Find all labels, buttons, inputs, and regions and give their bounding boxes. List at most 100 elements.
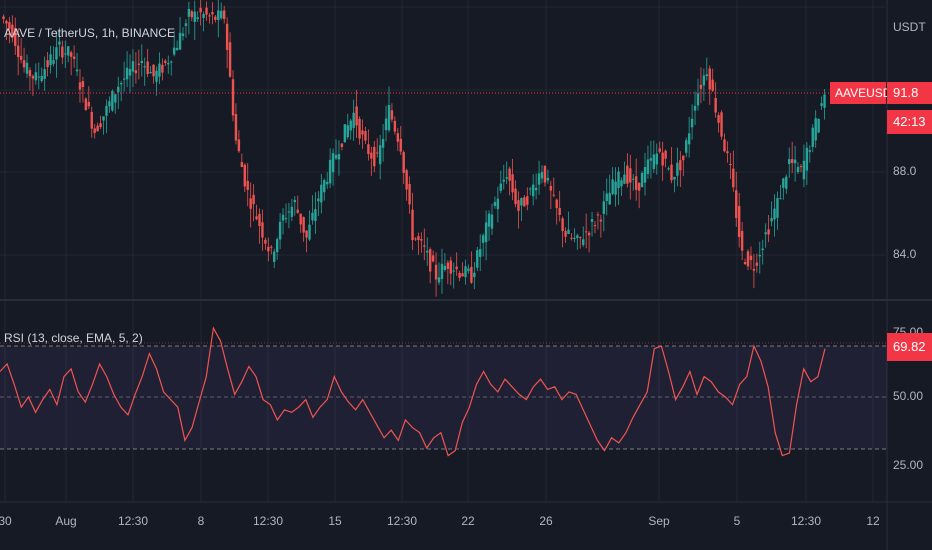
- candle-body: [623, 174, 626, 184]
- candle-body: [164, 60, 167, 63]
- candle-body: [540, 172, 544, 179]
- candle-body: [584, 231, 588, 233]
- rsi-line[interactable]: [0, 326, 826, 457]
- candle-body: [746, 251, 750, 267]
- candle-body: [481, 235, 485, 243]
- candle-body: [564, 231, 567, 237]
- candle-body: [355, 106, 358, 126]
- candle-body: [399, 138, 402, 152]
- candle-body: [714, 97, 717, 113]
- time-tick: 12:30: [252, 514, 284, 528]
- time-tick: 12: [866, 514, 880, 528]
- candle-body: [652, 154, 656, 169]
- candle-body: [343, 124, 347, 143]
- candle-body: [799, 166, 803, 168]
- candle-body: [505, 177, 508, 179]
- candle-body: [196, 17, 199, 20]
- candle-body: [490, 214, 494, 229]
- candle-body: [246, 180, 249, 190]
- candle-body: [314, 209, 317, 221]
- candle-body: [626, 165, 629, 184]
- candle-body: [149, 71, 152, 74]
- candle-body: [673, 176, 676, 180]
- candle-body: [287, 211, 291, 213]
- time-tick: 30: [0, 514, 12, 528]
- candle-body: [752, 268, 756, 271]
- candle-body: [749, 255, 753, 261]
- candle-body: [473, 272, 476, 278]
- candle-body: [423, 245, 426, 247]
- candle-body: [155, 70, 158, 82]
- candle-body: [278, 221, 282, 240]
- candle-body: [325, 181, 329, 185]
- candle-body: [328, 159, 332, 184]
- time-tick: 15: [328, 514, 342, 528]
- candle-body: [408, 183, 411, 205]
- candle-body: [181, 33, 185, 36]
- candle-body: [87, 101, 91, 107]
- candle-body: [317, 198, 320, 202]
- candle-body: [16, 45, 20, 58]
- candle-body: [220, 10, 223, 19]
- candle-body: [99, 123, 102, 127]
- candles-series[interactable]: [2, 0, 826, 297]
- candle-body: [420, 239, 423, 241]
- candle-body: [514, 188, 517, 205]
- candle-body: [25, 62, 29, 74]
- candle-body: [231, 79, 235, 116]
- candle-body: [464, 266, 467, 278]
- candle-body: [814, 118, 817, 141]
- candle-body: [270, 246, 273, 248]
- candle-body: [455, 266, 458, 270]
- candle-body: [576, 235, 579, 239]
- candle-body: [146, 61, 149, 74]
- currency-label[interactable]: USDT: [893, 20, 926, 34]
- candle-body: [661, 152, 664, 166]
- candle-body: [573, 237, 576, 239]
- candle-body: [320, 184, 323, 203]
- candle-body: [34, 72, 38, 81]
- candle-body: [284, 218, 288, 220]
- candle-body: [632, 178, 635, 180]
- candle-body: [705, 74, 709, 77]
- candle-body: [502, 179, 505, 182]
- candle-body: [175, 47, 179, 51]
- time-tick: Sep: [648, 514, 670, 528]
- candle-body: [84, 98, 88, 111]
- candle-body: [46, 60, 49, 68]
- candle-body: [664, 150, 667, 159]
- candle-body: [629, 168, 632, 183]
- candle-body: [517, 200, 520, 211]
- candle-body: [55, 47, 58, 60]
- candle-body: [143, 66, 146, 68]
- candle-body: [608, 193, 611, 205]
- candle-body: [93, 128, 96, 133]
- symbol-tag[interactable]: AAVEUSDT: [830, 82, 899, 104]
- candle-body: [205, 7, 208, 15]
- candle-body: [69, 52, 73, 57]
- candle-body: [682, 155, 685, 161]
- candle-body: [605, 193, 608, 201]
- candle-body: [134, 70, 138, 74]
- candle-body: [49, 54, 52, 66]
- candle-body: [546, 177, 550, 181]
- rsi-value-tag: 69.82: [887, 333, 932, 361]
- candle-body: [426, 250, 429, 253]
- candle-body: [161, 64, 164, 73]
- candle-body: [646, 159, 650, 174]
- candle-body: [178, 32, 182, 50]
- candle-body: [128, 69, 132, 76]
- symbol-title[interactable]: AAVE / TetherUS, 1h, BINANCE: [4, 26, 175, 40]
- candle-body: [258, 213, 261, 227]
- candle-body: [593, 225, 597, 227]
- candle-body: [225, 23, 229, 50]
- candle-body: [582, 239, 585, 245]
- candle-body: [732, 168, 735, 188]
- candle-body: [2, 16, 5, 19]
- candle-body: [378, 145, 382, 165]
- time-tick: 12:30: [386, 514, 418, 528]
- candle-body: [443, 265, 447, 271]
- rsi-indicator-title[interactable]: RSI (13, close, EMA, 5, 2): [4, 331, 143, 345]
- price-gridlines: [0, 6, 885, 256]
